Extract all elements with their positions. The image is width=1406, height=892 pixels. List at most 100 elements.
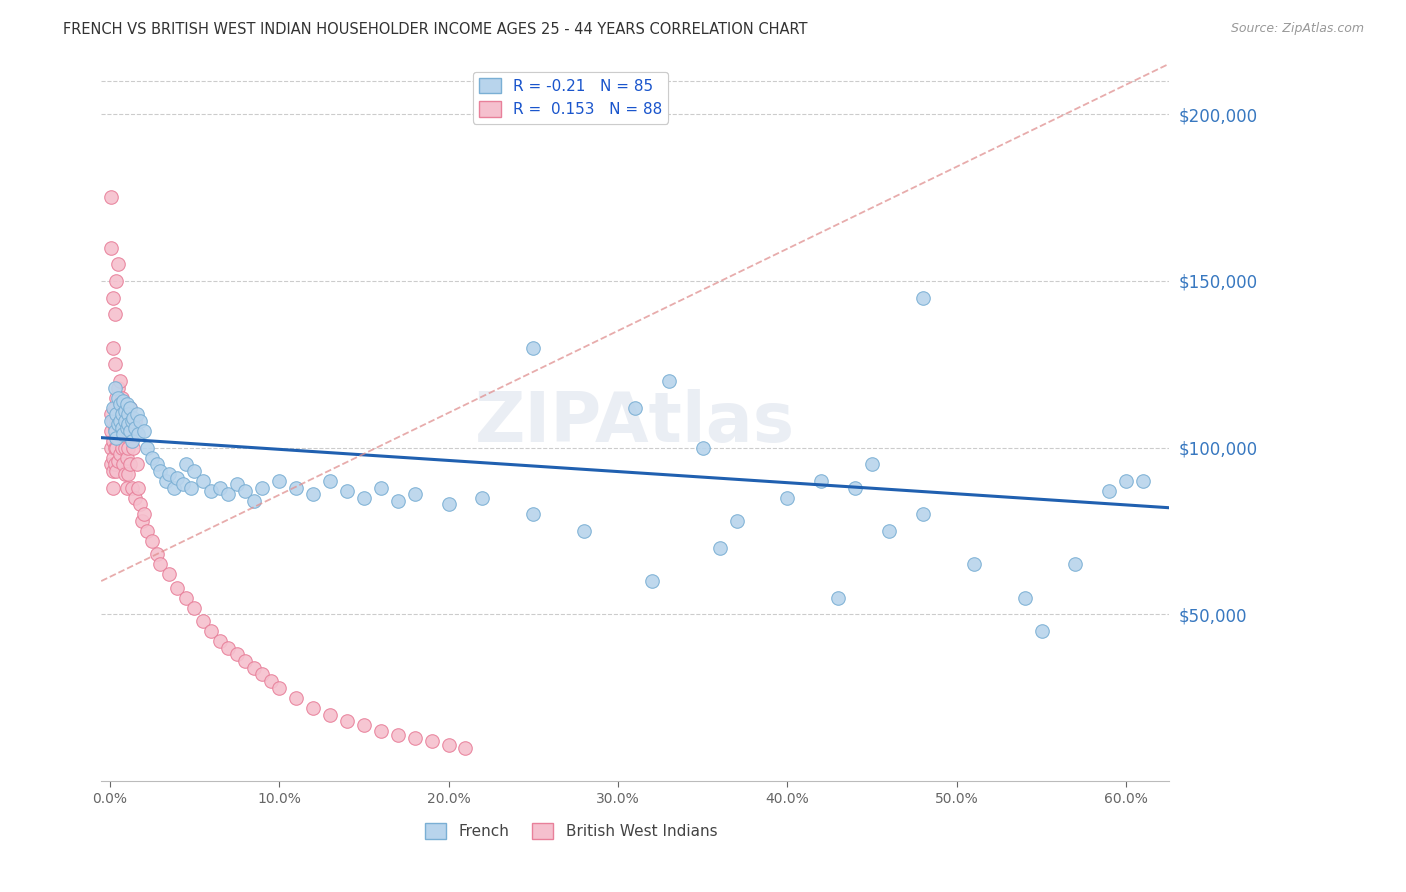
Point	[522, 341, 544, 355]
Point	[124, 414, 146, 428]
Point	[108, 447, 131, 461]
Point	[163, 481, 186, 495]
Point	[115, 481, 138, 495]
Point	[259, 674, 281, 689]
Point	[387, 727, 409, 741]
Point	[471, 491, 494, 505]
Point	[107, 381, 129, 395]
Point	[122, 441, 145, 455]
Point	[132, 424, 155, 438]
Point	[114, 404, 136, 418]
Point	[250, 667, 273, 681]
Point	[108, 374, 131, 388]
Point	[963, 558, 986, 572]
Point	[233, 654, 256, 668]
Point	[146, 548, 169, 562]
Point	[302, 487, 325, 501]
Point	[217, 487, 239, 501]
Point	[108, 414, 131, 428]
Point	[114, 414, 136, 428]
Point	[136, 524, 159, 538]
Point	[387, 494, 409, 508]
Point	[127, 481, 149, 495]
Point	[692, 441, 714, 455]
Point	[100, 240, 122, 254]
Point	[180, 481, 202, 495]
Point	[124, 491, 146, 505]
Point	[122, 410, 145, 425]
Point	[110, 414, 132, 428]
Point	[285, 481, 308, 495]
Point	[1115, 474, 1137, 488]
Point	[107, 417, 129, 432]
Point	[370, 481, 392, 495]
Point	[141, 534, 163, 549]
Text: ZIPAtlas: ZIPAtlas	[475, 389, 794, 456]
Point	[129, 497, 152, 511]
Point	[110, 420, 132, 434]
Point	[105, 407, 128, 421]
Point	[107, 391, 129, 405]
Point	[131, 514, 153, 528]
Point	[141, 450, 163, 465]
Text: Source: ZipAtlas.com: Source: ZipAtlas.com	[1230, 22, 1364, 36]
Point	[118, 401, 141, 415]
Point	[118, 424, 141, 438]
Point	[267, 474, 290, 488]
Point	[285, 690, 308, 705]
Point	[104, 420, 127, 434]
Point	[101, 291, 124, 305]
Point	[146, 458, 169, 472]
Point	[319, 707, 342, 722]
Point	[114, 441, 136, 455]
Point	[121, 481, 143, 495]
Point	[115, 397, 138, 411]
Point	[225, 477, 247, 491]
Point	[105, 464, 128, 478]
Point	[112, 427, 135, 442]
Point	[776, 491, 799, 505]
Point	[108, 397, 131, 411]
Point	[112, 458, 135, 472]
Point	[115, 420, 138, 434]
Point	[105, 274, 128, 288]
Point	[121, 420, 143, 434]
Point	[208, 481, 231, 495]
Point	[101, 414, 124, 428]
Point	[437, 738, 460, 752]
Point	[157, 567, 180, 582]
Point	[104, 307, 127, 321]
Point	[911, 291, 934, 305]
Point	[104, 441, 127, 455]
Point	[101, 464, 124, 478]
Point	[101, 341, 124, 355]
Point	[200, 483, 222, 498]
Point	[110, 441, 132, 455]
Point	[110, 391, 132, 405]
Point	[217, 640, 239, 655]
Point	[117, 417, 139, 432]
Point	[860, 458, 883, 472]
Point	[100, 458, 122, 472]
Point	[125, 458, 148, 472]
Point	[117, 467, 139, 482]
Point	[127, 427, 149, 442]
Point	[572, 524, 595, 538]
Point	[454, 740, 477, 755]
Point	[242, 494, 264, 508]
Point	[319, 474, 342, 488]
Point	[1014, 591, 1036, 605]
Point	[104, 401, 127, 415]
Point	[105, 414, 128, 428]
Point	[174, 591, 197, 605]
Point	[658, 374, 681, 388]
Point	[100, 424, 122, 438]
Text: FRENCH VS BRITISH WEST INDIAN HOUSEHOLDER INCOME AGES 25 - 44 YEARS CORRELATION : FRENCH VS BRITISH WEST INDIAN HOUSEHOLDE…	[63, 22, 808, 37]
Point	[101, 434, 124, 448]
Point	[155, 474, 177, 488]
Point	[725, 514, 748, 528]
Point	[353, 491, 375, 505]
Point	[404, 487, 426, 501]
Point	[370, 724, 392, 739]
Point	[115, 424, 138, 438]
